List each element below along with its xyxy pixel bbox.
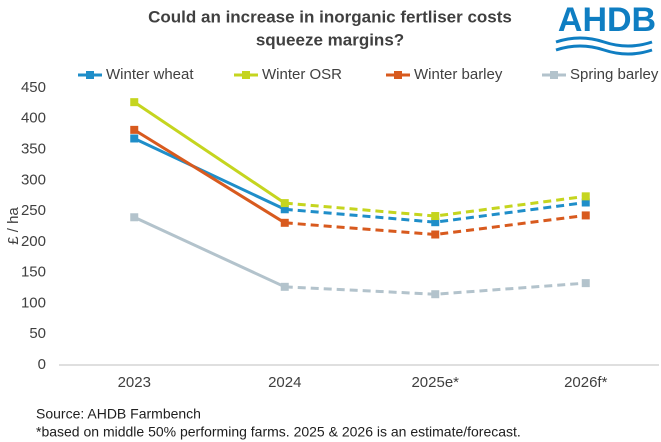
y-tick-label: 300 [21, 171, 46, 188]
y-tick-label: 100 [21, 294, 46, 311]
legend-marker [550, 71, 558, 79]
point [280, 282, 289, 291]
legend-label: Winter barley [414, 66, 503, 83]
footnote: Source: AHDB Farmbench [36, 406, 201, 422]
y-tick-label: 0 [38, 356, 46, 373]
point [130, 134, 139, 143]
series-line [133, 128, 286, 225]
x-tick-label: 2024 [268, 374, 301, 391]
y-tick-label: 250 [21, 202, 46, 219]
series-line [284, 201, 586, 224]
y-tick-label: 350 [21, 141, 46, 158]
y-tick-label: 400 [21, 110, 46, 127]
y-axis-title: £ / ha [5, 207, 22, 245]
point [280, 205, 289, 214]
point [130, 213, 139, 222]
y-tick-label: 50 [29, 325, 46, 342]
legend-marker [242, 71, 250, 79]
series-line [133, 100, 286, 205]
x-tick-label: 2025e* [411, 374, 459, 391]
point [431, 212, 440, 221]
legend-label: Winter OSR [262, 66, 342, 83]
y-tick-label: 450 [21, 79, 46, 96]
chart-title: Could an increase in inorganic fertliser… [148, 7, 512, 26]
point [280, 199, 289, 208]
footnote: *based on middle 50% performing farms. 2… [36, 424, 521, 440]
point [130, 125, 139, 134]
point [581, 279, 590, 288]
point [130, 98, 139, 107]
logo-wave [555, 36, 653, 48]
y-tick-label: 200 [21, 233, 46, 250]
point [581, 198, 590, 207]
series-line [133, 215, 286, 289]
legend-label: Winter wheat [106, 66, 194, 83]
point [280, 218, 289, 227]
point [431, 218, 440, 227]
series-line [284, 194, 586, 218]
x-tick-label: 2023 [118, 374, 151, 391]
point [581, 211, 590, 220]
legend-marker [86, 71, 94, 79]
x-tick-label: 2026f* [564, 374, 608, 391]
point [431, 230, 440, 239]
chart-title: squeeze margins? [256, 30, 404, 49]
legend-label: Spring barley [570, 66, 659, 83]
point [581, 192, 590, 201]
y-tick-label: 150 [21, 264, 46, 281]
logo: AHDB [555, 1, 656, 56]
legend-marker [394, 71, 402, 79]
logo-text: AHDB [558, 1, 656, 39]
point [431, 290, 440, 299]
logo-wave [555, 44, 653, 56]
series-line [133, 137, 286, 211]
